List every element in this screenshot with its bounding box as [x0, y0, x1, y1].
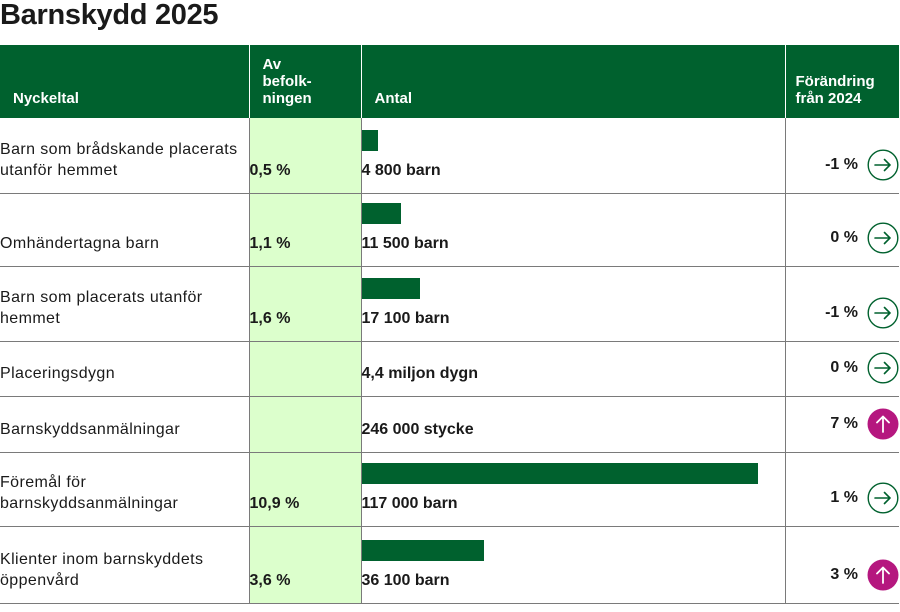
arrow-right-icon [867, 148, 899, 181]
arrow-right-icon [867, 481, 899, 514]
row-change-cell: 3 % [785, 526, 899, 604]
row-share: 3,6 % [249, 526, 362, 604]
row-share: 10,9 % [249, 452, 362, 527]
row-name: Placeringsdygn [0, 341, 250, 397]
row-count-cell: 117 000 barn [361, 452, 786, 527]
row-change: 7 % [830, 415, 858, 432]
table-row: Barnskyddsanmälningar 246 000 stycke 7 % [0, 396, 899, 453]
row-name: Barnskyddsanmälningar [0, 396, 250, 453]
row-count: 4 800 barn [361, 161, 441, 179]
row-change: -1 % [825, 156, 858, 173]
table-row: Föremål för barnskyddsanmälningar 10,9 % 1… [0, 452, 899, 527]
header-row: Nyckeltal Av befolk-ningen Antal Förändr… [0, 45, 899, 118]
row-name: Omhändertagna barn [0, 193, 250, 267]
row-count-cell: 4,4 miljon dygn [361, 341, 786, 397]
table-row: Omhändertagna barn 1,1 % 11 500 barn 0 % [0, 193, 899, 267]
header-share: Av befolk-ningen [249, 45, 362, 118]
row-count: 11 500 barn [361, 234, 449, 252]
table-row: Barn som placerats utanför hemmet 1,6 % 17… [0, 266, 899, 342]
row-count: 4,4 miljon dygn [361, 364, 478, 382]
row-count-cell: 4 800 barn [361, 118, 786, 194]
row-count-cell: 36 100 barn [361, 526, 786, 604]
row-change-cell: -1 % [785, 266, 899, 342]
row-change: 3 % [830, 566, 858, 583]
table-row: Klienter inom barnskyddets öppenvård 3,6 … [0, 526, 899, 604]
row-name: Föremål för barnskyddsanmälningar [0, 452, 250, 527]
row-name: Klienter inom barnskyddets öppenvård [0, 526, 250, 604]
row-count-cell: 17 100 barn [361, 266, 786, 342]
row-share [249, 341, 362, 397]
row-change-cell: 0 % [785, 193, 899, 267]
count-bar [361, 129, 378, 151]
row-change-cell: -1 % [785, 118, 899, 194]
arrow-right-icon [867, 351, 899, 384]
count-bar [361, 277, 420, 299]
row-share: 1,6 % [249, 266, 362, 342]
row-name: Barn som brådskande placerats utanför he… [0, 118, 250, 194]
arrow-right-icon [867, 296, 899, 329]
count-bar [361, 462, 758, 484]
arrow-up-icon [867, 559, 899, 591]
row-name: Barn som placerats utanför hemmet [0, 266, 250, 342]
row-count: 17 100 barn [361, 309, 450, 327]
row-share [249, 396, 362, 453]
count-bar [361, 202, 401, 224]
row-change-cell: 0 % [785, 341, 899, 397]
row-change: 0 % [830, 359, 858, 376]
table-body: Barn som brådskande placerats utanför he… [0, 118, 899, 604]
row-change: -1 % [825, 304, 858, 321]
header-count: Antal [361, 45, 786, 118]
row-change: 1 % [830, 489, 858, 506]
arrow-right-icon [867, 221, 899, 254]
row-share: 0,5 % [249, 118, 362, 194]
row-count: 246 000 stycke [361, 420, 474, 438]
header-name: Nyckeltal [0, 45, 250, 118]
row-count: 36 100 barn [361, 571, 450, 589]
row-change: 0 % [830, 229, 858, 246]
header-change: Förändring från 2024 [785, 45, 899, 118]
stats-table: Nyckeltal Av befolk-ningen Antal Förändr… [0, 45, 899, 604]
table-row: Barn som brådskande placerats utanför he… [0, 118, 899, 194]
row-share: 1,1 % [249, 193, 362, 267]
row-count-cell: 11 500 barn [361, 193, 786, 267]
row-count: 117 000 barn [361, 494, 458, 512]
row-change-cell: 7 % [785, 396, 899, 453]
row-count-cell: 246 000 stycke [361, 396, 786, 453]
row-change-cell: 1 % [785, 452, 899, 527]
page-title: Barnskydd 2025 [0, 0, 219, 31]
table-row: Placeringsdygn 4,4 miljon dygn 0 % [0, 341, 899, 397]
arrow-up-icon [867, 408, 899, 440]
count-bar [361, 539, 484, 561]
